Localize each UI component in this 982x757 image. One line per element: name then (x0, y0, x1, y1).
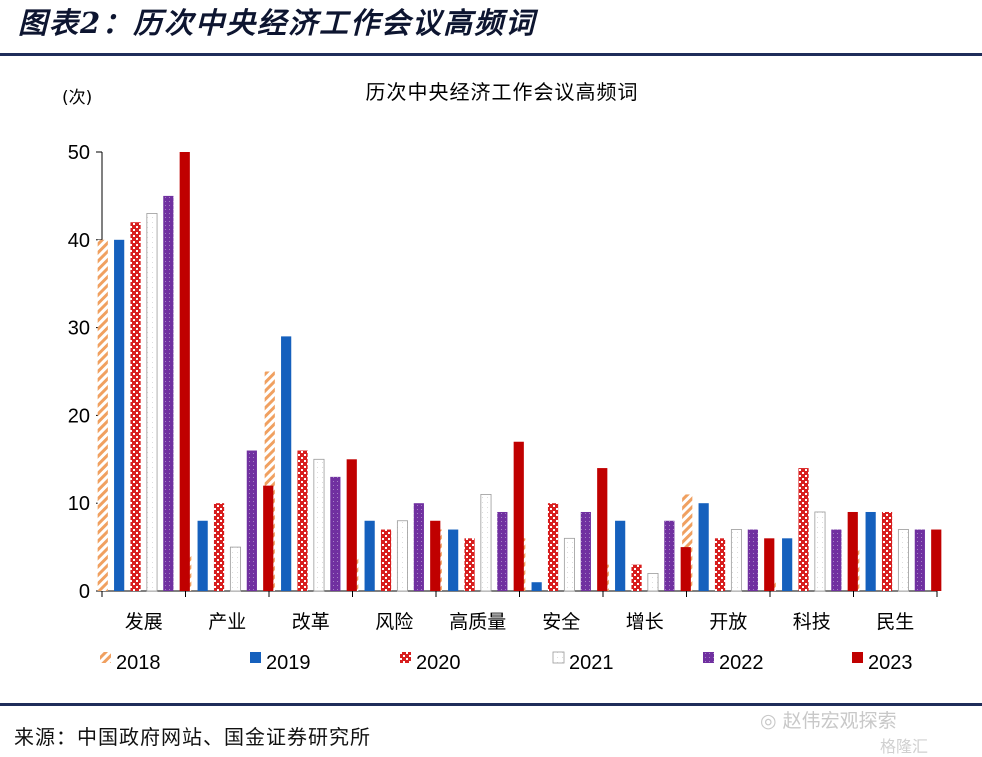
bar-2019 (782, 538, 793, 591)
bar-2020 (798, 468, 809, 591)
bar-2020 (297, 450, 308, 591)
bar-2020 (881, 511, 893, 591)
legend-swatch-2022 (703, 652, 714, 663)
bar-2023 (847, 511, 858, 591)
y-tick-label: 0 (79, 581, 90, 603)
watermark-brand: 格隆汇 (880, 737, 929, 756)
bar-2020 (380, 529, 392, 591)
figure-title: 图表2：历次中央经济工作会议高频词 (18, 6, 537, 40)
watermark-text: 赵伟宏观探索 (782, 710, 897, 732)
bar-2022 (664, 520, 675, 591)
bar-2020 (714, 538, 726, 591)
bar-2023 (597, 468, 608, 591)
x-category-label: 发展 (125, 611, 163, 633)
x-category-label: 安全 (542, 611, 580, 633)
legend-swatch-2019 (250, 652, 261, 663)
bar-2023 (179, 152, 190, 591)
bar-2023 (346, 459, 357, 591)
x-category-label: 风险 (375, 611, 413, 633)
chart-title: 历次中央经济工作会议高频词 (366, 80, 639, 104)
bar-2021 (897, 529, 909, 592)
watermark-logo: ◎ 赵伟宏观探索 (760, 710, 897, 732)
y-tick-label: 30 (68, 318, 90, 340)
bar-2022 (580, 511, 591, 591)
top-divider (0, 53, 982, 56)
source-note: 来源：中国政府网站、国金证券研究所 (14, 725, 371, 749)
x-category-label: 开放 (709, 611, 747, 633)
bar-2019 (865, 511, 876, 591)
bar-2022 (330, 476, 341, 591)
x-category-label: 民生 (876, 611, 914, 633)
bar-2018 (97, 239, 108, 592)
legend-label: 2019 (266, 652, 311, 674)
bar-2021 (814, 511, 826, 592)
legend-swatch-2020 (400, 652, 411, 663)
bar-2020 (631, 564, 642, 591)
bar-2019 (531, 582, 542, 591)
y-tick-label: 10 (68, 493, 90, 515)
x-category-label: 增长 (626, 611, 664, 633)
bar-2021 (229, 546, 241, 592)
bar-2022 (497, 511, 508, 591)
bar-2023 (430, 520, 441, 591)
legend-label: 2022 (719, 652, 764, 674)
bar-2021 (480, 494, 492, 592)
bar-2018 (682, 494, 693, 591)
bar-2021 (563, 537, 575, 592)
legend-label: 2020 (416, 652, 461, 674)
legend-label: 2023 (868, 652, 913, 674)
bar-2019 (114, 239, 125, 592)
bar-2021 (647, 573, 659, 592)
bar-2022 (163, 195, 174, 591)
y-tick-label: 40 (68, 230, 90, 252)
bar-2019 (615, 520, 626, 591)
bar-2019 (364, 520, 375, 591)
bar-chart: 历次中央经济工作会议高频词 (次) 0 10 20 30 40 50 发展 产业 改革 风险 高质量 安全… (62, 80, 942, 674)
bar-2023 (263, 485, 274, 591)
bar-2019 (448, 529, 459, 591)
bar-2022 (246, 450, 257, 591)
legend-label: 2021 (569, 652, 614, 674)
bar-2023 (764, 538, 775, 591)
x-category-label: 高质量 (449, 611, 506, 633)
bar-2022 (914, 529, 925, 591)
bar-2018 (264, 371, 275, 591)
bar-2019 (197, 520, 208, 591)
bar-2021 (730, 529, 742, 592)
x-category-label: 科技 (793, 611, 831, 633)
x-category-label: 改革 (292, 611, 330, 633)
bar-2021 (396, 520, 408, 592)
y-axis-unit: (次) (62, 88, 92, 108)
bar-2020 (464, 538, 475, 591)
bar-2022 (831, 529, 842, 591)
bar-2021 (146, 213, 158, 592)
bar-2023 (931, 529, 942, 591)
bar-2019 (698, 503, 709, 591)
bottom-divider (0, 703, 982, 706)
legend-swatch-2018 (100, 652, 111, 663)
legend-swatch-2021 (552, 651, 565, 664)
bar-2020 (130, 222, 141, 592)
x-category-label: 产业 (208, 611, 246, 633)
bar-2021 (313, 458, 325, 592)
y-tick-label: 20 (68, 405, 90, 427)
bar-2023 (680, 547, 691, 591)
bar-2019 (281, 336, 292, 591)
bar-2023 (513, 441, 524, 591)
y-tick-label: 50 (68, 142, 90, 164)
legend-swatch-2023 (852, 652, 863, 663)
bar-2020 (547, 503, 559, 591)
bar-2022 (413, 503, 424, 591)
legend-label: 2018 (116, 652, 161, 674)
bar-2020 (213, 503, 225, 591)
bar-2022 (747, 529, 758, 591)
